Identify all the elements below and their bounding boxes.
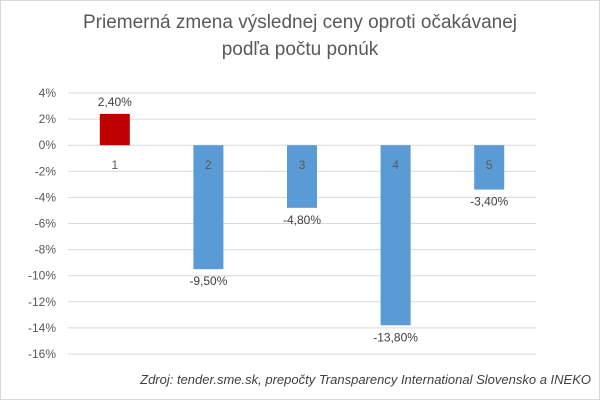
- category-label: 3: [299, 158, 306, 172]
- data-label: -3,40%: [470, 195, 508, 209]
- bar-4: [380, 145, 411, 326]
- y-tick-label: -2%: [35, 164, 57, 178]
- y-tick-label: -6%: [35, 217, 57, 231]
- y-tick-label: -14%: [28, 321, 56, 335]
- y-tick-label: -4%: [35, 190, 57, 204]
- chart-title: Priemerná zmena výslednej ceny oproti oč…: [1, 9, 599, 63]
- y-tick-label: 4%: [39, 86, 57, 100]
- y-tick-label: -12%: [28, 295, 56, 309]
- bar-5: [474, 145, 505, 190]
- category-label: 1: [111, 158, 118, 172]
- y-tick-label: -10%: [28, 269, 56, 283]
- y-tick-label: -16%: [28, 347, 56, 361]
- data-label: -13,80%: [373, 330, 418, 344]
- chart-title-line1: Priemerná zmena výslednej ceny oproti oč…: [82, 12, 518, 33]
- category-label: 2: [205, 158, 212, 172]
- y-tick-label: -8%: [35, 243, 57, 257]
- category-label: 5: [486, 158, 493, 172]
- category-label: 4: [392, 158, 399, 172]
- data-label: 2,40%: [98, 95, 132, 109]
- y-tick-label: 2%: [39, 112, 57, 126]
- bar-2: [193, 145, 224, 270]
- data-label: -4,80%: [283, 213, 321, 227]
- source-note: Zdroj: tender.sme.sk, prepočty Transpare…: [140, 372, 591, 387]
- data-label: -9,50%: [189, 274, 227, 288]
- y-tick-label: 0%: [39, 138, 57, 152]
- bar-1: [99, 113, 130, 146]
- bar-3: [287, 145, 317, 208]
- chart-title-line2: podľa počtu ponúk: [221, 39, 379, 60]
